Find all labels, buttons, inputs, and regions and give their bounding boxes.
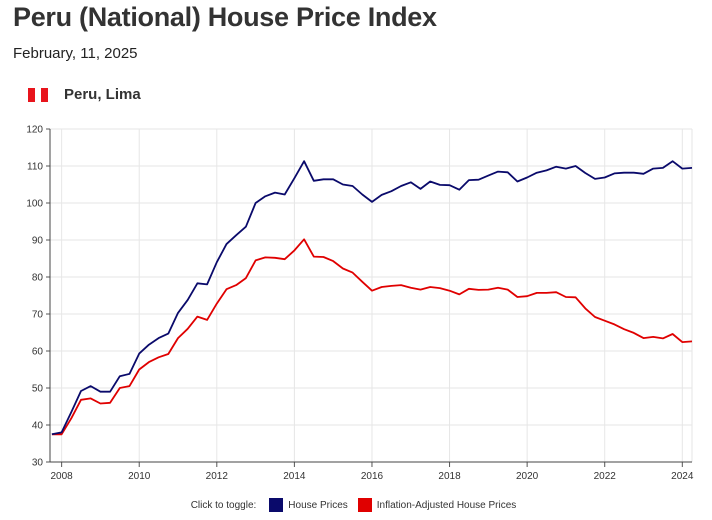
x-tick-label-2014: 2014 xyxy=(283,471,306,482)
y-tick-label-90: 90 xyxy=(32,236,44,247)
y-tick-label-120: 120 xyxy=(26,125,43,136)
chart-grid xyxy=(50,128,693,463)
y-tick-label-70: 70 xyxy=(32,310,44,321)
x-tick-label-2024: 2024 xyxy=(671,471,694,482)
report-date: February, 11, 2025 xyxy=(13,45,138,62)
location-selector[interactable]: Peru, Lima xyxy=(28,86,141,103)
y-tick-label-30: 30 xyxy=(32,458,44,469)
x-tick-label-2020: 2020 xyxy=(516,471,539,482)
legend-swatch-inflation-adjusted xyxy=(357,498,372,512)
page-title: Peru (National) House Price Index xyxy=(13,2,437,32)
y-tick-label-60: 60 xyxy=(32,347,44,358)
y-tick-label-40: 40 xyxy=(32,421,44,432)
location-label: Peru, Lima xyxy=(64,86,141,103)
line-chart: 30 40 50 60 70 80 90 100 110 120 2008 2010 2012 2014… xyxy=(26,125,694,483)
y-tick-label-80: 80 xyxy=(32,273,44,284)
series-line-inflation-adjusted xyxy=(51,238,693,436)
legend-toggle-label: Click to toggle: xyxy=(190,499,257,511)
chart-legend: Click to toggle: House Prices Inflation-… xyxy=(0,498,712,512)
flag-stripe-right xyxy=(41,87,49,102)
legend-item-inflation-adjusted[interactable]: Inflation-Adjusted House Prices xyxy=(357,498,517,512)
x-tick-label-2012: 2012 xyxy=(206,471,229,482)
legend-label-house-prices: House Prices xyxy=(288,499,348,511)
series-line-house-prices xyxy=(51,160,693,436)
x-tick-label-2010: 2010 xyxy=(128,471,151,482)
chart-series xyxy=(51,160,693,436)
y-tick-label-100: 100 xyxy=(26,199,43,210)
legend-swatch-house-prices xyxy=(269,498,284,512)
x-tick-label-2016: 2016 xyxy=(361,471,384,482)
x-tick-label-2008: 2008 xyxy=(51,471,74,482)
legend-item-house-prices[interactable]: House Prices xyxy=(269,498,348,512)
x-tick-label-2018: 2018 xyxy=(438,471,461,482)
peru-flag-icon xyxy=(28,87,49,102)
y-tick-label-110: 110 xyxy=(27,162,43,173)
x-axis: 2008 2010 2012 2014 2016 2018 2020 2022 2024 xyxy=(50,461,694,482)
y-tick-label-50: 50 xyxy=(32,384,44,395)
y-axis: 30 40 50 60 70 80 90 100 110 120 xyxy=(26,125,51,469)
x-tick-label-2022: 2022 xyxy=(594,471,617,482)
legend-label-inflation-adjusted: Inflation-Adjusted House Prices xyxy=(376,499,517,511)
flag-stripe-middle xyxy=(34,87,42,102)
flag-stripe-left xyxy=(28,87,35,102)
